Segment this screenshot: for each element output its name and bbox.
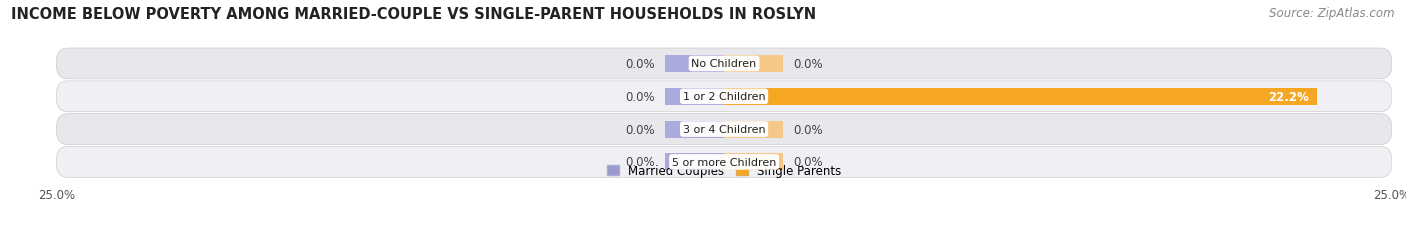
- Bar: [724, 88, 1317, 105]
- Text: 22.2%: 22.2%: [1268, 90, 1309, 103]
- Text: No Children: No Children: [692, 59, 756, 69]
- FancyBboxPatch shape: [56, 49, 1392, 79]
- Text: 0.0%: 0.0%: [793, 156, 823, 169]
- Bar: [665, 88, 724, 105]
- Text: 3 or 4 Children: 3 or 4 Children: [683, 125, 765, 134]
- Text: 0.0%: 0.0%: [626, 123, 655, 136]
- Text: Source: ZipAtlas.com: Source: ZipAtlas.com: [1270, 7, 1395, 20]
- Text: 0.0%: 0.0%: [626, 90, 655, 103]
- Legend: Married Couples, Single Parents: Married Couples, Single Parents: [607, 164, 841, 177]
- Bar: [724, 154, 783, 171]
- Text: 0.0%: 0.0%: [626, 156, 655, 169]
- Text: 0.0%: 0.0%: [793, 58, 823, 71]
- Text: 5 or more Children: 5 or more Children: [672, 157, 776, 167]
- Bar: [665, 154, 724, 171]
- Bar: [665, 56, 724, 73]
- Text: 0.0%: 0.0%: [626, 58, 655, 71]
- FancyBboxPatch shape: [56, 147, 1392, 178]
- Text: 0.0%: 0.0%: [793, 123, 823, 136]
- Text: INCOME BELOW POVERTY AMONG MARRIED-COUPLE VS SINGLE-PARENT HOUSEHOLDS IN ROSLYN: INCOME BELOW POVERTY AMONG MARRIED-COUPL…: [11, 7, 817, 22]
- Bar: [724, 121, 783, 138]
- Bar: [665, 121, 724, 138]
- FancyBboxPatch shape: [56, 82, 1392, 112]
- Bar: [724, 56, 783, 73]
- Text: 1 or 2 Children: 1 or 2 Children: [683, 92, 765, 102]
- FancyBboxPatch shape: [56, 114, 1392, 145]
